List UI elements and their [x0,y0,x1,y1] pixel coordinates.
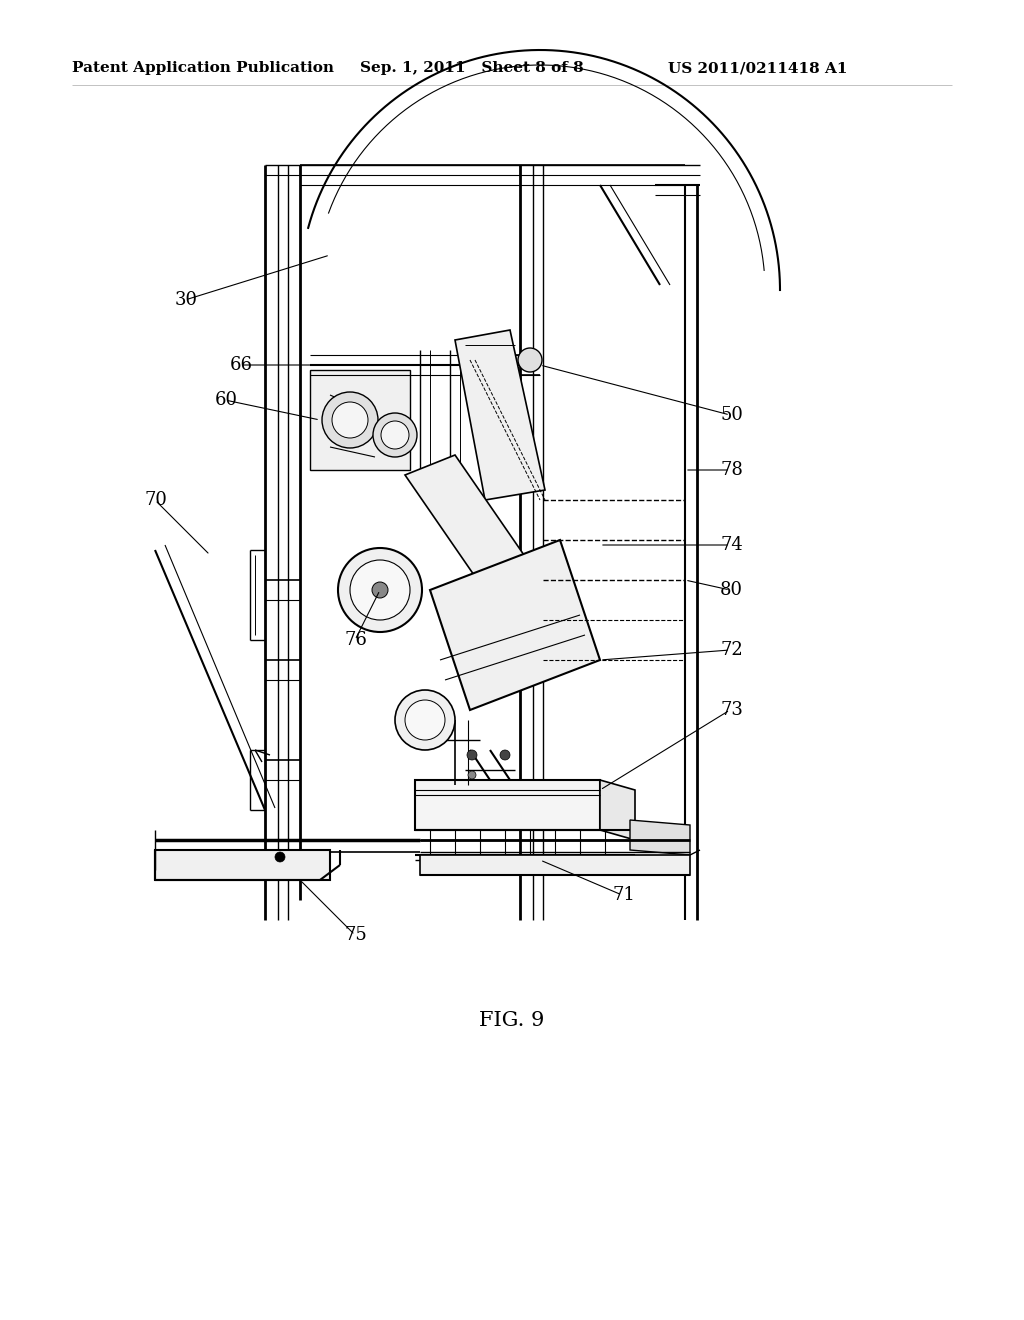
Circle shape [395,690,455,750]
Text: 71: 71 [612,886,635,904]
Polygon shape [600,780,635,840]
Text: 78: 78 [720,461,742,479]
Text: 60: 60 [215,391,238,409]
Text: 80: 80 [720,581,743,599]
Text: 66: 66 [230,356,253,374]
Text: FIG. 9: FIG. 9 [479,1011,545,1030]
Polygon shape [310,370,410,470]
Polygon shape [420,855,690,875]
Circle shape [350,560,410,620]
Polygon shape [430,540,600,710]
Text: 73: 73 [720,701,742,719]
Circle shape [381,421,409,449]
Text: 50: 50 [720,407,742,424]
Text: 74: 74 [720,536,742,554]
Circle shape [322,392,378,447]
Circle shape [275,851,285,862]
Circle shape [406,700,445,741]
Text: 72: 72 [720,642,742,659]
Text: 76: 76 [345,631,368,649]
Circle shape [372,582,388,598]
Text: 75: 75 [345,927,368,944]
Circle shape [500,750,510,760]
Text: Patent Application Publication: Patent Application Publication [72,61,334,75]
Circle shape [518,348,542,372]
Text: 30: 30 [175,290,198,309]
Text: Sep. 1, 2011   Sheet 8 of 8: Sep. 1, 2011 Sheet 8 of 8 [360,61,584,75]
Polygon shape [455,330,545,500]
Polygon shape [406,455,555,620]
Circle shape [338,548,422,632]
Text: 70: 70 [145,491,168,510]
Polygon shape [630,820,690,855]
Circle shape [332,403,368,438]
Polygon shape [415,780,600,830]
Polygon shape [155,850,330,880]
Text: US 2011/0211418 A1: US 2011/0211418 A1 [668,61,848,75]
Circle shape [373,413,417,457]
Circle shape [467,750,477,760]
Circle shape [468,771,476,779]
